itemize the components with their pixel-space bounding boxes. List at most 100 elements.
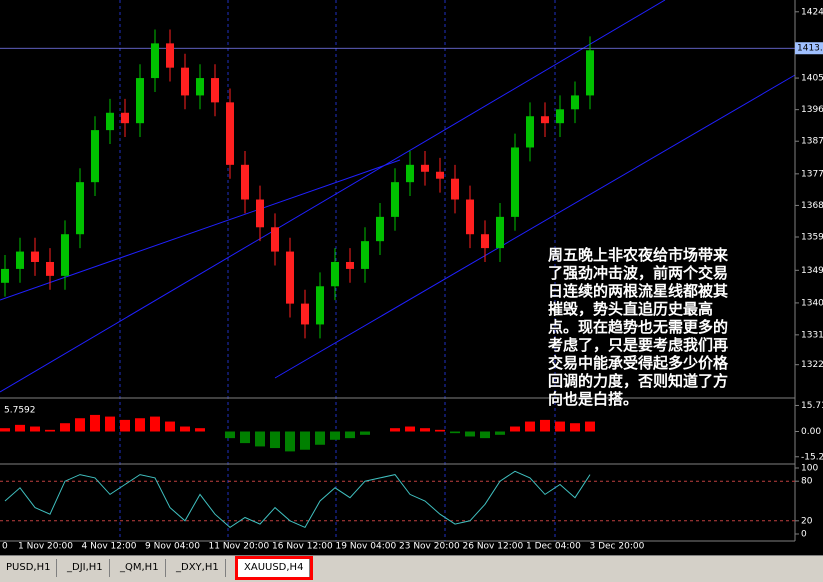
stochastic-line <box>4 470 591 529</box>
histogram-bar <box>240 431 250 444</box>
candle-body <box>376 216 384 242</box>
candle-body <box>226 102 234 165</box>
histogram-bar <box>225 431 235 439</box>
candle-body <box>571 95 579 110</box>
histogram-bar <box>420 428 430 432</box>
histogram-bar <box>195 428 205 432</box>
histogram-bar <box>480 431 490 439</box>
candle-body <box>421 164 429 172</box>
tab[interactable]: _QM,H1 <box>114 559 166 577</box>
candle-body <box>526 116 534 148</box>
x-tick-label: 23 Nov 20:00 <box>399 542 460 552</box>
y-tick-label: 0 <box>801 530 807 540</box>
histogram-bar <box>525 421 535 432</box>
x-tick-label: 9 Nov 04:00 <box>145 542 200 552</box>
histogram-bar <box>45 429 55 432</box>
candle-body <box>136 78 144 124</box>
histogram-bar <box>285 431 295 452</box>
indicator-value: 5.7592 <box>4 406 36 416</box>
x-tick-label: 4 Nov 12:00 <box>82 542 137 552</box>
candle-body <box>511 147 519 217</box>
annotation: 周五晚上非农夜给市场带来了强劲冲击波，前两个交易日连续的两根流星线都被其摧毁，势… <box>548 246 729 408</box>
x-tick-label: 1 Nov 20:00 <box>18 542 73 552</box>
histogram-bar <box>495 431 505 435</box>
y-tick-label: 1424. <box>801 7 823 17</box>
histogram-bar <box>105 416 115 432</box>
y-tick-label: 1405. <box>801 74 823 84</box>
candle-body <box>481 234 489 249</box>
chart: 1424. 1405. 1396. 1387. 1377. 1368. 1359. 1349.… <box>0 0 823 552</box>
candle-body <box>586 50 594 96</box>
histogram-bar <box>60 423 70 432</box>
tab[interactable]: XAUUSD,H4 <box>234 556 314 580</box>
histogram-bar <box>120 419 130 432</box>
candle-body <box>301 303 309 325</box>
y-tick-label: -15.24 <box>801 452 823 462</box>
channel-lines <box>0 0 796 393</box>
candle-body <box>1 268 9 283</box>
candle-body <box>466 199 474 235</box>
histogram-bar <box>345 431 355 439</box>
x-tick-label: 1 Dec 04:00 <box>526 542 581 552</box>
histogram-bar <box>165 421 175 432</box>
histogram-bar <box>465 431 475 437</box>
candle-body <box>436 171 444 179</box>
candle-body <box>451 178 459 200</box>
histogram-bar <box>555 421 565 432</box>
histogram-bar <box>540 419 550 432</box>
y-tick-label: 100 <box>801 464 818 474</box>
histogram-bar <box>75 418 85 432</box>
candle-body <box>91 130 99 183</box>
current-price-box <box>795 42 823 55</box>
y-tick-label: 1377. <box>801 169 823 179</box>
plot-bg <box>0 0 795 541</box>
candle-body <box>271 227 279 252</box>
histogram-bar <box>405 426 415 432</box>
y-tick-label: 1396. <box>801 105 823 115</box>
y-tick-label: 1368. <box>801 201 823 211</box>
histogram-bar <box>330 431 340 440</box>
candle-body <box>121 112 129 124</box>
histogram-bar <box>150 416 160 432</box>
candle-body <box>556 109 564 124</box>
y-tick-label: 1387. <box>801 137 823 147</box>
x-tick-label: 19 Nov 04:00 <box>336 542 397 552</box>
candle-body <box>256 199 264 228</box>
candle-body <box>196 78 204 96</box>
histogram-bar <box>390 428 400 432</box>
histogram-bar <box>510 426 520 432</box>
histogram-bar <box>90 414 100 432</box>
y-tick-label: 1340. <box>801 298 823 308</box>
candle-body <box>346 261 354 269</box>
tab-bar: PUSD,H1 _DJI,H1 _QM,H1 _DXY,H1 XAUUSD,H4 <box>0 555 823 582</box>
tab[interactable]: _DXY,H1 <box>170 559 226 577</box>
candle-body <box>496 216 504 249</box>
tab[interactable]: PUSD,H1 <box>0 559 58 577</box>
x-tick-label: 3 Dec 20:00 <box>590 542 645 552</box>
histogram-bar <box>255 431 265 447</box>
candle-body <box>541 116 549 124</box>
y-tick-label: 0.00 <box>801 427 821 437</box>
histogram-bar <box>450 431 460 434</box>
candle-body <box>76 182 84 235</box>
candle-body <box>181 67 189 96</box>
y-tick-label: 1322. <box>801 360 823 370</box>
x-tick-label: 0 <box>2 542 8 552</box>
candle-body <box>61 234 69 276</box>
histogram-bar <box>135 418 145 432</box>
current-price-label: 1413. <box>797 44 823 54</box>
candle-body <box>316 286 324 325</box>
candle-body <box>391 182 399 217</box>
candle-body <box>106 112 114 131</box>
y-tick-label: 1349. <box>801 266 823 276</box>
tab[interactable]: _DJI,H1 <box>61 559 110 577</box>
candle-body <box>166 43 174 68</box>
x-tick-label: 16 Nov 12:00 <box>272 542 333 552</box>
candle-body <box>16 251 24 269</box>
histogram-bar <box>300 431 310 450</box>
candle-body <box>31 251 39 262</box>
candle-body <box>361 241 369 269</box>
histogram-bar <box>570 423 580 432</box>
histogram-bar <box>315 431 325 445</box>
